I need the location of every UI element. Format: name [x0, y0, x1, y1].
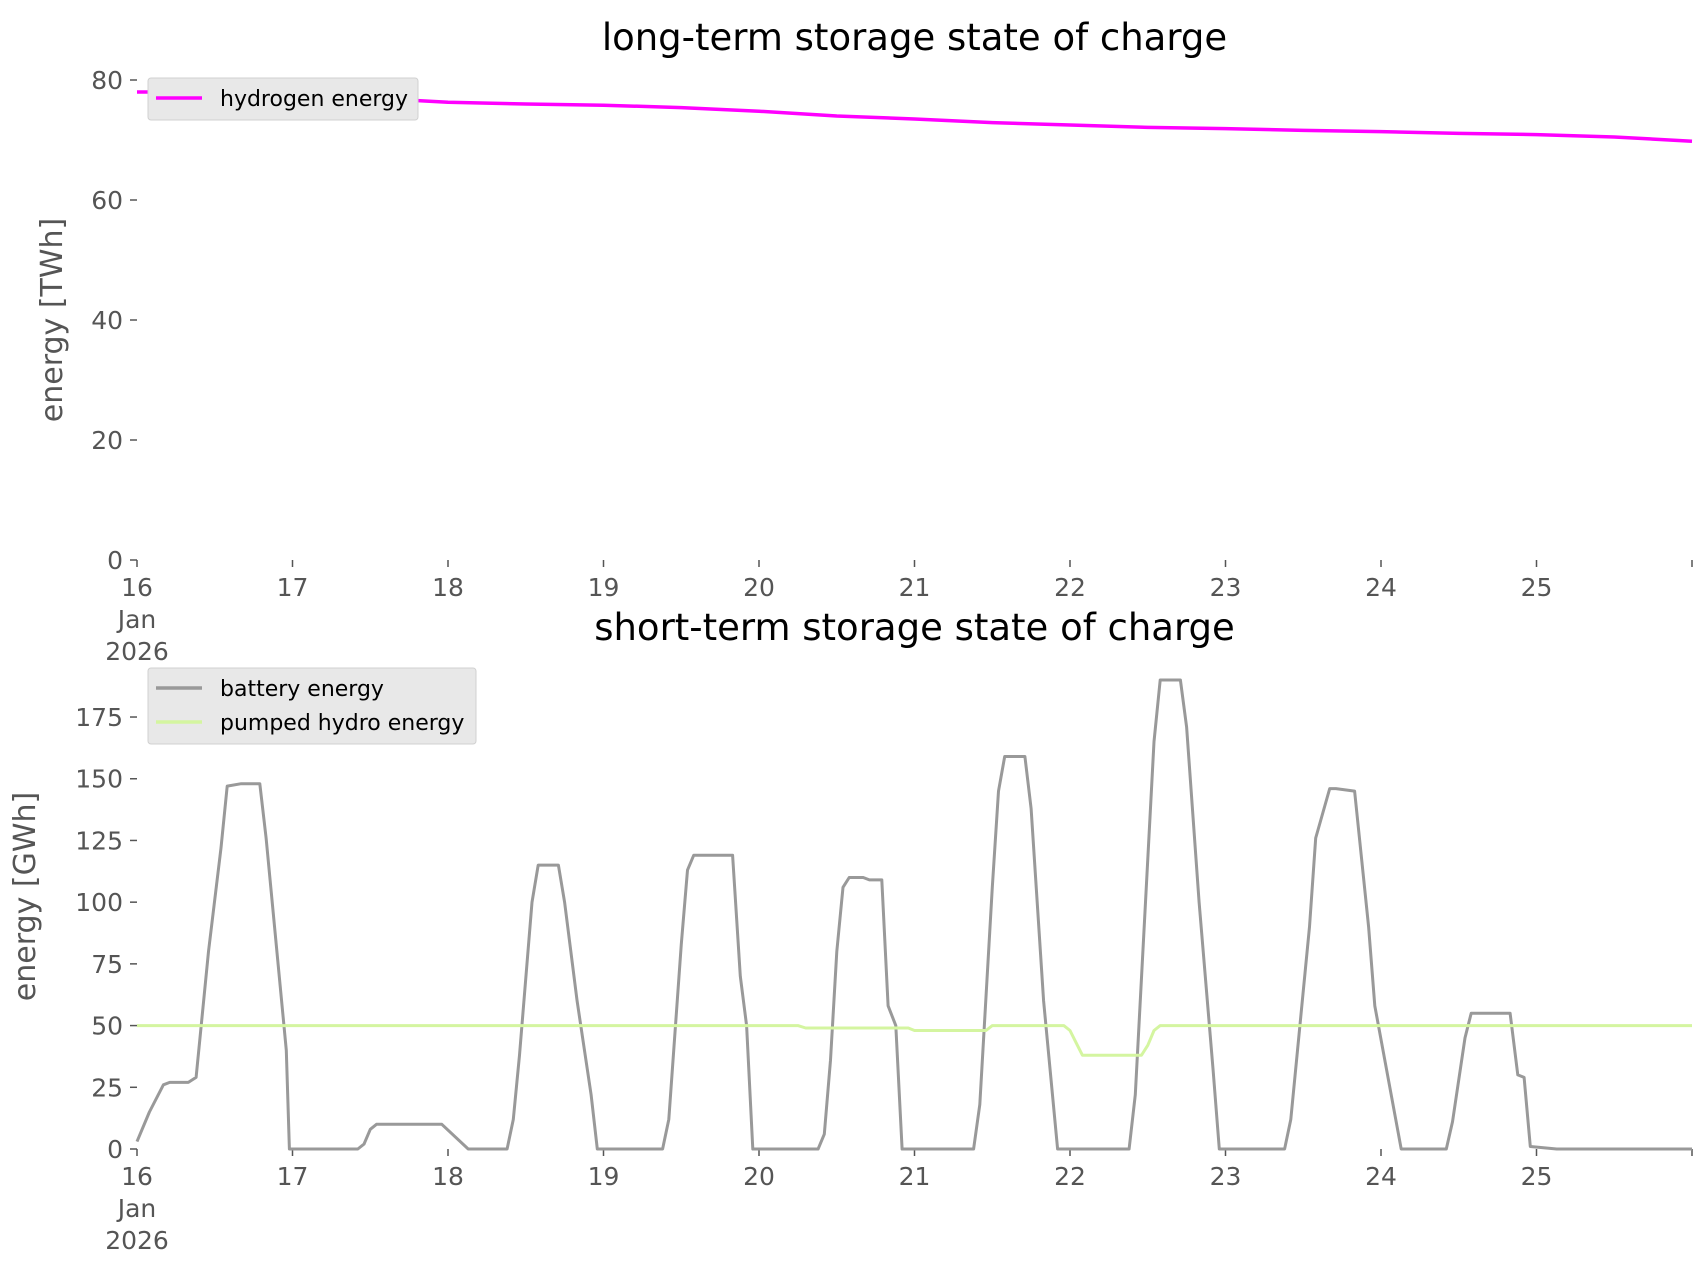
x-tick-label: 22 [1054, 1162, 1086, 1191]
y-tick-label: 0 [107, 546, 123, 575]
y-axis-label: energy [TWh] [35, 218, 70, 422]
x-tick-label: 23 [1210, 1162, 1242, 1191]
chart-title: short-term storage state of charge [594, 606, 1235, 649]
x-tick-label: 17 [277, 573, 309, 602]
chart-panel: long-term storage state of charge energy … [35, 16, 1693, 666]
legend-label: battery energy [220, 677, 384, 702]
x-tick-label: 20 [743, 573, 775, 602]
x-tick-label: 22 [1054, 573, 1086, 602]
y-tick-label: 80 [91, 66, 123, 95]
y-tick-label: 25 [91, 1073, 123, 1102]
x-tick-label: 18 [432, 573, 464, 602]
chart-panel: short-term storage state of charge energy… [8, 606, 1693, 1255]
y-tick-label: 75 [91, 950, 123, 979]
y-tick-label: 0 [107, 1135, 123, 1164]
x-tick-label: 19 [588, 1162, 620, 1191]
y-axis-label: energy [GWh] [8, 792, 43, 1001]
y-tick-label: 40 [91, 306, 123, 335]
x-tick-label: 24 [1365, 1162, 1397, 1191]
x-tick-label: 16 [121, 573, 153, 602]
legend: battery energy pumped hydro energy [147, 667, 477, 745]
y-tick-label: 125 [75, 826, 123, 855]
chart-title: long-term storage state of charge [602, 16, 1227, 59]
y-tick-label: 175 [75, 703, 123, 732]
x-tick-label: 20 [743, 1162, 775, 1191]
y-tick-label: 20 [91, 426, 123, 455]
x-tick-label: 21 [899, 573, 931, 602]
x-tick-label: 16 [121, 1162, 153, 1191]
x-tick-label: 25 [1521, 573, 1553, 602]
x-tick-label: Jan [116, 605, 157, 634]
series-line-pumped-hydro-energy [137, 1024, 1692, 1057]
x-tick-label: 17 [277, 1162, 309, 1191]
x-tick-label: 2026 [105, 637, 169, 666]
legend-box [147, 77, 419, 121]
y-tick-label: 150 [75, 765, 123, 794]
legend-box [147, 667, 477, 745]
legend: hydrogen energy [147, 77, 419, 121]
x-tick-label: 25 [1521, 1162, 1553, 1191]
y-tick-label: 100 [75, 888, 123, 917]
legend-label: hydrogen energy [220, 87, 408, 112]
x-tick-label: Jan [116, 1194, 157, 1223]
x-tick-label: 21 [899, 1162, 931, 1191]
x-tick-label: 24 [1365, 573, 1397, 602]
x-tick-label: 2026 [105, 1226, 169, 1255]
legend-label: pumped hydro energy [220, 711, 464, 736]
series-line-battery-energy [135, 678, 1692, 1151]
x-tick-label: 23 [1210, 573, 1242, 602]
x-tick-label: 18 [432, 1162, 464, 1191]
x-tick-label: 19 [588, 573, 620, 602]
y-tick-label: 60 [91, 186, 123, 215]
y-tick-label: 50 [91, 1012, 123, 1041]
